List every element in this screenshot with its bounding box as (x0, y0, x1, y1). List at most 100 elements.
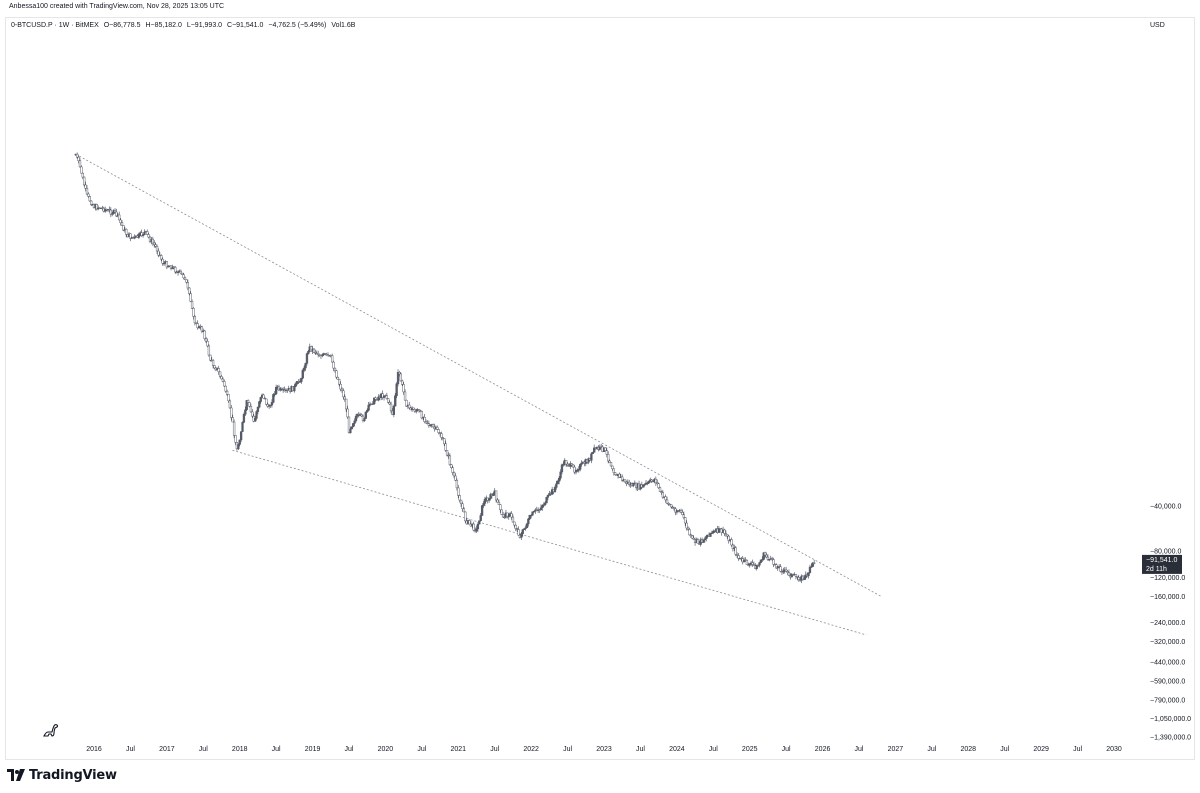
candle (686, 526, 690, 531)
trendline-2[interactable] (232, 449, 867, 636)
time-tick-label: Jul (1000, 746, 1009, 753)
candle (702, 539, 705, 543)
candle (182, 272, 185, 280)
candles-layer (74, 152, 816, 584)
candle (766, 554, 770, 562)
candle (524, 525, 527, 531)
candle (143, 229, 146, 236)
candle (109, 207, 112, 218)
candle (713, 530, 716, 533)
candle (538, 508, 541, 513)
tradingview-logo[interactable]: TradingView (7, 766, 117, 784)
time-tick-label: 2027 (888, 746, 904, 753)
candle (455, 478, 459, 491)
candle (133, 234, 136, 240)
candle (614, 472, 617, 476)
candle (207, 344, 211, 357)
trendline-1[interactable] (75, 153, 882, 597)
candle (256, 406, 260, 415)
candle (605, 447, 608, 458)
candle (507, 513, 510, 520)
candle (682, 511, 686, 520)
candle (506, 512, 509, 519)
candle (447, 452, 450, 459)
close-value: C−91,541.0 (227, 22, 264, 29)
candle (786, 570, 789, 575)
candle (231, 414, 234, 423)
time-tick-label: Jul (636, 746, 645, 753)
candle (452, 471, 456, 479)
candle (399, 372, 402, 382)
candle (482, 501, 485, 508)
candle (590, 452, 593, 464)
time-tick-label: Jul (417, 746, 426, 753)
candle (612, 468, 615, 476)
candle (501, 511, 505, 518)
candle (487, 497, 491, 503)
candle (558, 476, 561, 485)
candle (560, 463, 564, 475)
candle (811, 562, 814, 567)
candle (551, 486, 554, 495)
time-tick-label: 2016 (86, 746, 102, 753)
candle (217, 365, 220, 375)
candle (782, 567, 785, 575)
candle (794, 574, 798, 580)
candle (273, 390, 276, 397)
candle (237, 443, 240, 451)
candle (717, 525, 721, 533)
candle (249, 403, 253, 413)
candle (366, 408, 369, 413)
candle (762, 552, 765, 561)
candle (691, 534, 694, 539)
candle (396, 369, 400, 387)
time-tick-label: 2028 (960, 746, 976, 753)
candle (570, 463, 573, 467)
time-tick-label: Jul (709, 746, 718, 753)
candle (572, 464, 575, 468)
price-tick-label: −590,000.0 (1150, 679, 1185, 686)
candle (672, 506, 676, 511)
candle (513, 521, 516, 528)
candle (165, 261, 169, 270)
candle (154, 242, 157, 248)
candle (650, 479, 653, 484)
candle (190, 299, 194, 310)
price-axis[interactable]: −40,000.0 −80,000.0 −120,000.0 −160,000.0 −2… (1150, 504, 1191, 742)
candle (398, 370, 401, 377)
candle (333, 367, 337, 373)
candle (689, 533, 693, 538)
candle (541, 504, 544, 511)
candle (468, 519, 471, 525)
symbol-name[interactable]: 0-BTCUSD.P · 1W · BitMEX (11, 22, 99, 29)
candle (660, 490, 663, 495)
candle (181, 272, 184, 275)
candle (709, 532, 712, 537)
candle (108, 206, 111, 213)
candle (696, 537, 700, 544)
currency-label[interactable]: USD (1150, 22, 1165, 29)
candle (312, 347, 316, 354)
candle (539, 504, 543, 511)
candle (113, 208, 117, 214)
candle (338, 378, 341, 387)
time-tick-label: 2022 (523, 746, 539, 753)
time-tick-label: Jul (782, 746, 791, 753)
candle (343, 394, 346, 402)
candle (731, 543, 735, 552)
time-axis[interactable]: 2016 Jul 2017 Jul 2018 Jul 2019 Jul 2020 Jul 2021 J… (86, 746, 1122, 753)
open-value: O−86,778.5 (103, 22, 141, 29)
candle (193, 315, 197, 326)
candle (339, 381, 342, 392)
candle (451, 465, 454, 476)
candle (458, 494, 461, 503)
candle (665, 496, 669, 505)
candle (186, 279, 190, 291)
candle (727, 534, 730, 544)
candle (532, 510, 536, 513)
candle (357, 411, 360, 418)
candle (255, 410, 258, 421)
candle (412, 407, 415, 411)
candle (238, 439, 241, 447)
